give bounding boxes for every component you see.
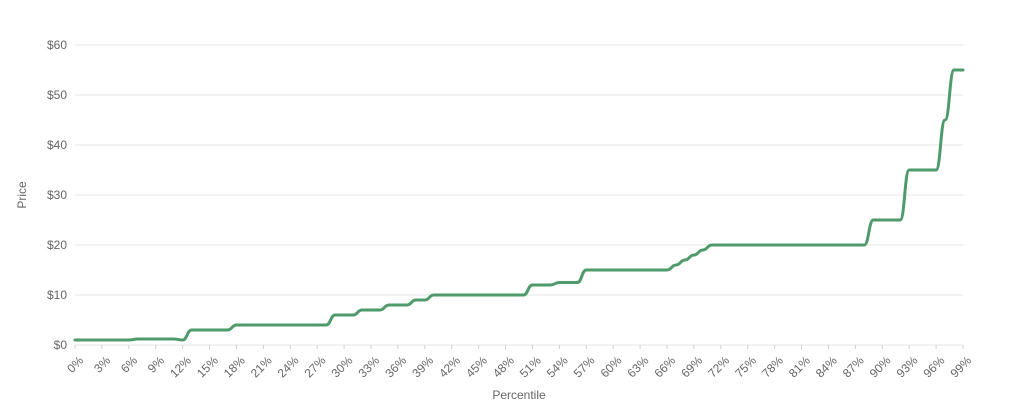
x-axis-title: Percentile: [492, 388, 546, 402]
x-tick-label: 6%: [118, 353, 140, 375]
y-axis-title: Price: [15, 181, 29, 209]
x-tick-label: 15%: [194, 353, 221, 380]
y-tick-label: $30: [47, 188, 67, 202]
x-tick-label: 57%: [571, 353, 598, 380]
x-tick-label: 18%: [221, 353, 248, 380]
x-tick-label: 99%: [947, 353, 974, 380]
x-tick-label: 78%: [759, 353, 786, 380]
price-series-line: [73, 68, 965, 342]
series-layer: [73, 68, 965, 342]
x-tick-label: 54%: [544, 353, 571, 380]
x-tick-label: 45%: [463, 353, 490, 380]
x-axis: 0% 3% 6% 9% 12% 15% 18% 21% 24% 27% 30% 33% 36% 39% 42…: [64, 345, 975, 380]
x-tick-label: 93%: [894, 353, 921, 380]
x-tick-label: 12%: [167, 353, 194, 380]
x-tick-label: 84%: [813, 353, 840, 380]
x-tick-label: 24%: [275, 353, 302, 380]
y-tick-label: $0: [54, 338, 68, 352]
y-tick-label: $20: [47, 238, 67, 252]
x-tick-label: 66%: [651, 353, 678, 380]
x-tick-label: 48%: [490, 353, 517, 380]
x-tick-label: 81%: [786, 353, 813, 380]
x-tick-label: 60%: [598, 353, 625, 380]
y-tick-label: $40: [47, 138, 67, 152]
x-tick-label: 51%: [517, 353, 544, 380]
y-axis: $0 $10 $20 $30 $40 $50 $60: [47, 38, 67, 352]
grid-lines: [75, 44, 963, 346]
x-tick-label: 96%: [921, 353, 948, 380]
x-tick-label: 72%: [705, 353, 732, 380]
x-tick-label: 75%: [732, 353, 759, 380]
x-tick-label: 30%: [329, 353, 356, 380]
x-tick-label: 3%: [91, 353, 113, 375]
x-tick-label: 21%: [248, 353, 275, 380]
y-tick-label: $60: [47, 38, 67, 52]
x-tick-label: 90%: [867, 353, 894, 380]
x-tick-label: 87%: [840, 353, 867, 380]
x-tick-label: 36%: [382, 353, 409, 380]
x-tick-label: 9%: [145, 353, 167, 375]
y-tick-label: $50: [47, 88, 67, 102]
x-tick-label: 33%: [355, 353, 382, 380]
x-tick-label: 63%: [625, 353, 652, 380]
x-tick-label: 42%: [436, 353, 463, 380]
x-tick-label: 0%: [64, 353, 86, 375]
x-tick-label: 27%: [302, 353, 329, 380]
x-tick-label: 69%: [678, 353, 705, 380]
x-tick-label: 39%: [409, 353, 436, 380]
y-tick-label: $10: [47, 288, 67, 302]
